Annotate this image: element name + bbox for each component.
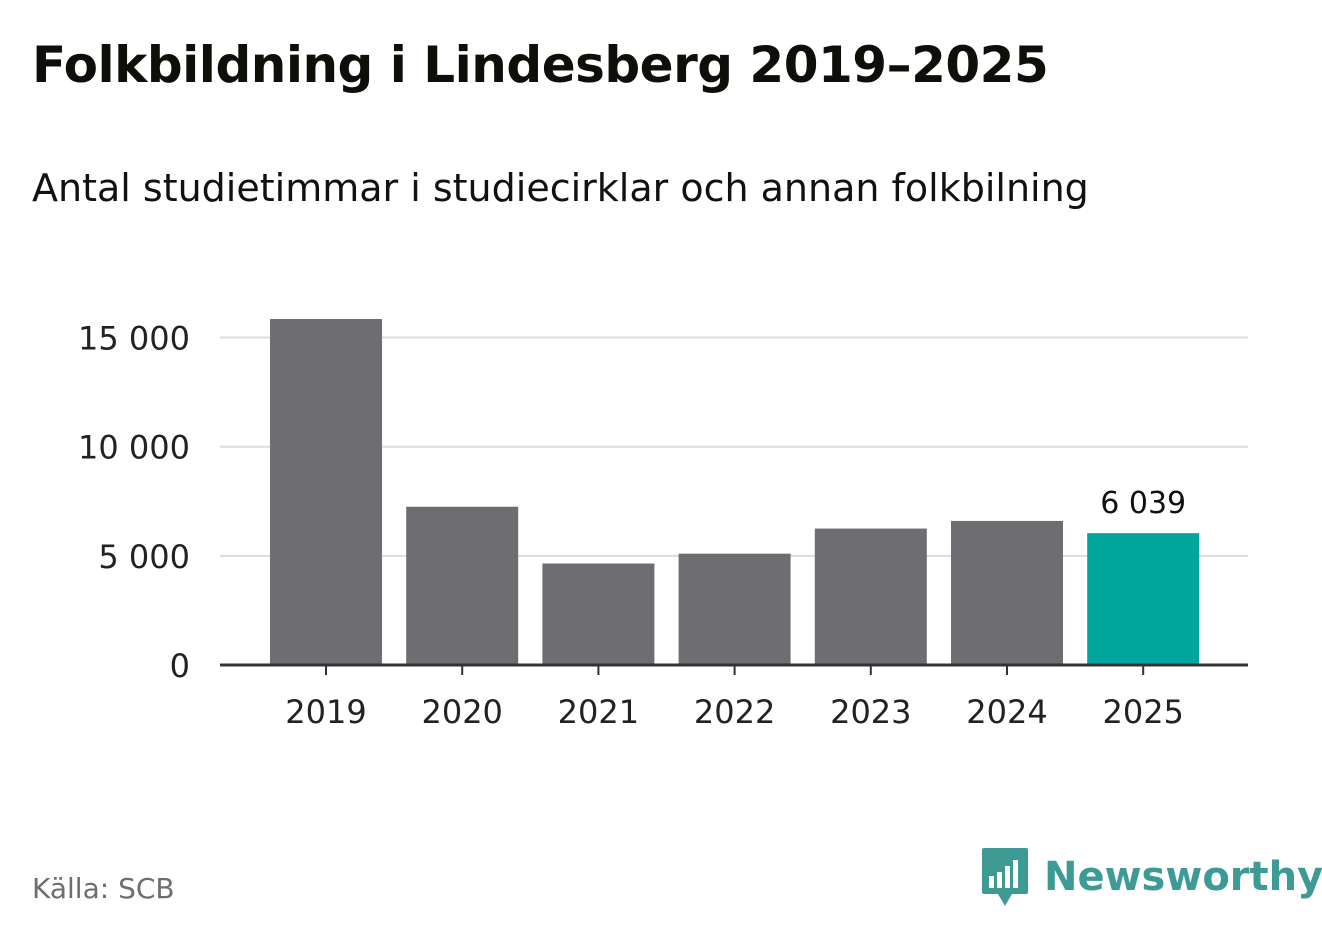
bar-2020 — [406, 506, 519, 665]
bar-2025 — [1087, 533, 1200, 665]
x-tick-label: 2023 — [830, 693, 911, 731]
bar-2022 — [678, 553, 791, 665]
x-tick-label: 2024 — [966, 693, 1047, 731]
y-tick-label: 10 000 — [78, 429, 190, 467]
bar-2023 — [814, 528, 927, 665]
brand-logo: Newsworthy — [980, 846, 1322, 908]
brand-name: Newsworthy — [1044, 854, 1322, 900]
newsworthy-logo-icon — [982, 848, 1028, 906]
y-tick-label: 15 000 — [78, 320, 190, 358]
chart-title: Folkbildning i Lindesberg 2019–2025 — [32, 36, 1049, 94]
x-tick-label: 2019 — [285, 693, 366, 731]
bar-2024 — [951, 520, 1063, 665]
data-label: 6 039 — [1100, 486, 1186, 521]
y-tick-label: 0 — [170, 647, 190, 685]
x-tick-label: 2022 — [694, 693, 775, 731]
source-note: Källa: SCB — [32, 872, 175, 905]
y-tick-label: 5 000 — [98, 538, 190, 576]
x-tick-label: 2020 — [421, 693, 502, 731]
chart-subtitle: Antal studietimmar i studiecirklar och a… — [32, 166, 1089, 210]
bar-2019 — [270, 319, 382, 665]
x-tick-label: 2021 — [558, 693, 639, 731]
bar-2021 — [542, 563, 655, 665]
x-tick-label: 2025 — [1102, 693, 1183, 731]
